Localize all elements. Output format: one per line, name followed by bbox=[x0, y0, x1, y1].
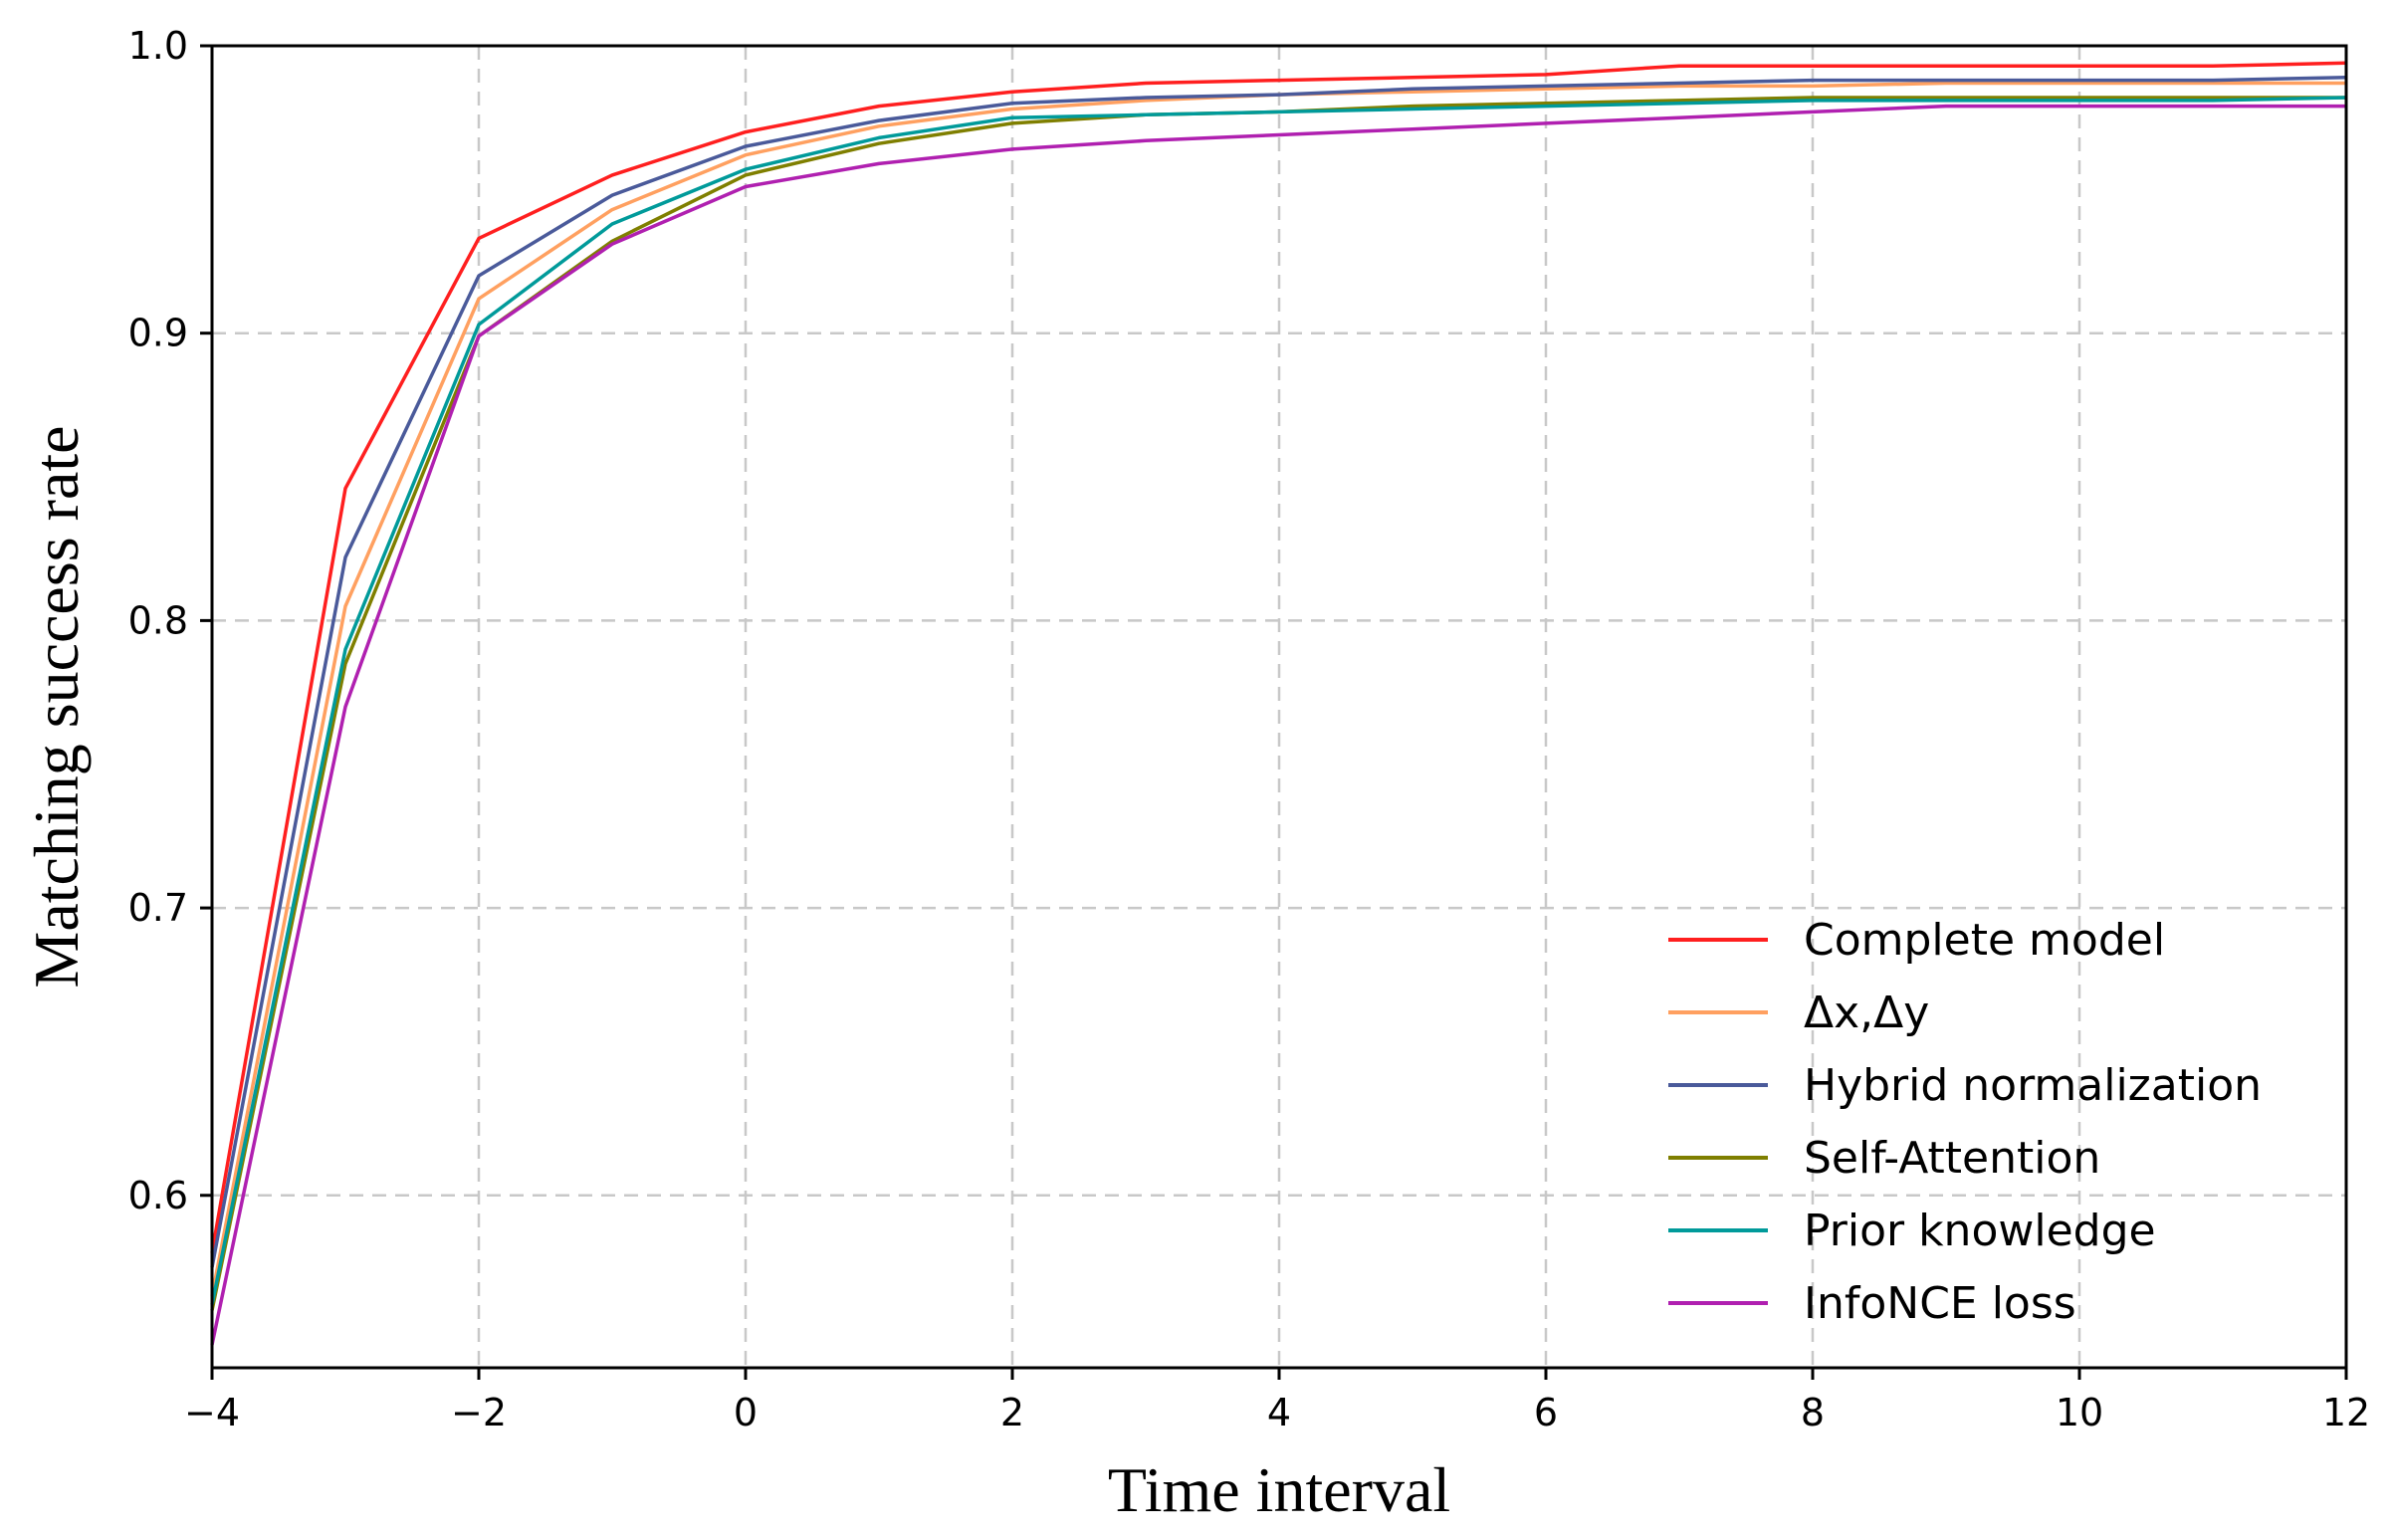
y-axis: 0.6 0.7 0.8 0.9 1.0 bbox=[128, 24, 212, 1217]
y-tick-label: 0.8 bbox=[128, 598, 188, 642]
y-axis-title: Matching success rate bbox=[21, 425, 92, 988]
x-axis-title: Time interval bbox=[1108, 1454, 1450, 1525]
x-axis: −4 −2 0 2 4 6 8 10 12 bbox=[184, 1368, 2370, 1434]
series-line bbox=[210, 61, 2347, 1253]
x-tick-label: 4 bbox=[1267, 1391, 1291, 1434]
legend-label: InfoNCE loss bbox=[1804, 1278, 2076, 1329]
legend-label: Prior knowledge bbox=[1804, 1206, 2156, 1256]
x-tick-label: 8 bbox=[1801, 1391, 1825, 1434]
x-tick-label: 12 bbox=[2322, 1391, 2370, 1434]
y-tick-label: 0.7 bbox=[128, 886, 188, 930]
y-tick-label: 0.6 bbox=[128, 1174, 188, 1217]
legend-label: Self-Attention bbox=[1804, 1133, 2100, 1184]
x-tick-label: 6 bbox=[1534, 1391, 1558, 1434]
series-line bbox=[210, 96, 2347, 1305]
x-tick-label: 0 bbox=[734, 1391, 758, 1434]
y-tick-label: 0.9 bbox=[128, 312, 188, 355]
legend-label: Hybrid normalization bbox=[1804, 1060, 2262, 1111]
legend-label: Complete model bbox=[1804, 915, 2165, 966]
series-line bbox=[210, 104, 2346, 1346]
legend-label: Δx,Δy bbox=[1804, 988, 1929, 1038]
y-tick-label: 1.0 bbox=[128, 24, 188, 68]
series-line bbox=[210, 76, 2347, 1268]
series-lines bbox=[210, 61, 2347, 1346]
x-tick-label: −4 bbox=[184, 1391, 240, 1434]
x-tick-label: −2 bbox=[451, 1391, 507, 1434]
legend: Complete model Δx,Δy Hybrid normalization S… bbox=[1668, 915, 2262, 1329]
x-tick-label: 10 bbox=[2056, 1391, 2103, 1434]
x-tick-label: 2 bbox=[1000, 1391, 1024, 1434]
